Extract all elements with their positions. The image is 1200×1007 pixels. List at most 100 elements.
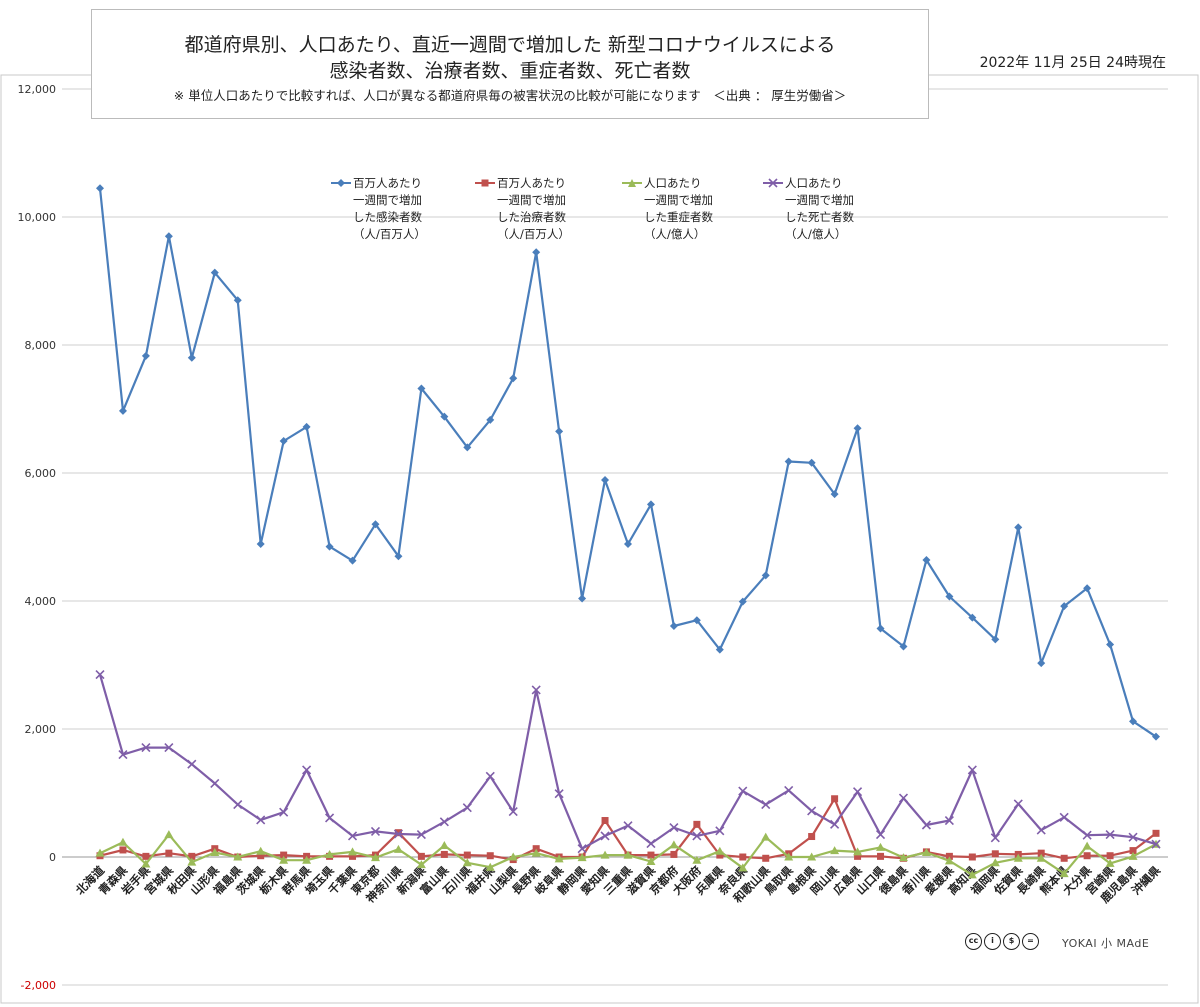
data-point [877,852,885,860]
data-point [302,422,311,431]
data-point [164,830,174,839]
data-point [486,852,494,860]
legend-marker-square-icon [475,179,495,187]
data-point [1036,853,1046,862]
data-point [349,852,357,860]
data-point [210,778,220,788]
y-tick-label: 12,000 [18,83,57,96]
data-point [118,837,128,846]
data-point [669,840,679,849]
data-point [141,351,150,360]
data-point [1036,825,1046,835]
y-tick-label: 0 [49,851,56,864]
data-point [348,847,358,856]
data-point [1014,523,1023,532]
data-point [233,296,242,305]
data-point [279,437,288,445]
y-axis-tick-labels: -2,000 0 2,000 4,000 6,000 8,000 10,000 12,000 [18,83,57,992]
data-point [348,556,357,565]
data-point [371,520,380,529]
legend-marker-x-icon [763,178,783,188]
data-point [716,851,724,859]
data-point [623,850,633,859]
data-point [967,870,977,879]
brand-logo: YOKAI 小 MAdE [1062,937,1150,950]
data-point [921,820,932,830]
data-point [1152,732,1160,741]
data-point [968,853,976,861]
data-point [715,846,725,855]
data-point [807,806,817,816]
data-point [555,427,564,436]
data-point [784,852,794,861]
data-point [279,807,289,817]
data-point [601,476,610,485]
data-point [417,384,426,393]
data-point [1037,849,1045,857]
data-point [370,853,380,862]
data-point [118,406,127,415]
data-point [324,813,335,823]
data-point [417,852,425,860]
chart-title-box: 都道府県別、人口あたり、直近一週間で増加した 新型コロナウイルスによる 感染者数… [91,9,929,119]
data-point [693,820,701,828]
data-point [187,857,197,866]
data-point [119,846,127,854]
data-point [141,742,151,753]
data-point [302,855,312,864]
data-point [188,852,196,860]
data-point [738,863,748,872]
data-point [1037,659,1046,668]
data-point [440,850,448,858]
data-point [692,855,702,864]
data-point [439,840,449,849]
data-point [257,852,265,860]
data-point [233,852,243,861]
data-point [485,862,495,871]
data-point [876,624,885,633]
data-point [1013,799,1023,809]
data-point [921,848,931,857]
data-point [302,765,312,775]
data-point [990,833,1000,843]
data-point [165,849,173,857]
data-point [256,815,266,825]
data-point [1129,717,1138,726]
data-point [990,858,1000,867]
data-point [164,232,173,241]
data-point [898,793,909,803]
data-point [1082,830,1092,840]
data-point [325,849,335,858]
data-point [1059,869,1069,878]
as-of-date: 2022年 11月 25日 24時現在 [979,55,1166,71]
legend-label-deaths: 人口あたり 一週間で増加 した死亡者数 （人/億人） [785,176,854,241]
data-point [715,826,725,836]
data-point [991,850,999,858]
series-2 [95,830,1161,879]
data-point [1105,858,1115,867]
y-tick-label: 8,000 [25,339,57,352]
data-point [761,571,770,580]
data-point [531,848,541,857]
data-point [578,594,587,603]
data-point [807,852,817,861]
y-tick-label: -2,000 [21,979,56,992]
data-point [95,670,105,680]
data-point [416,860,426,869]
data-point [141,859,151,868]
series-3 [95,670,1161,854]
license-badge: cc i $ = [965,933,1039,950]
data-point [968,613,977,622]
data-point [187,759,197,769]
data-point [256,846,266,855]
data-point [1128,851,1138,860]
data-point [554,854,564,863]
data-point [280,851,288,859]
data-point [854,852,862,860]
data-point [210,268,219,277]
data-point [830,846,840,855]
by-icon: i [984,933,1001,950]
data-point [600,831,610,841]
data-point [852,787,863,797]
